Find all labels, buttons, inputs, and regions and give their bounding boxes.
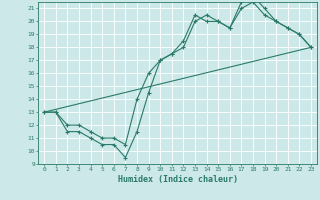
X-axis label: Humidex (Indice chaleur): Humidex (Indice chaleur): [118, 175, 238, 184]
